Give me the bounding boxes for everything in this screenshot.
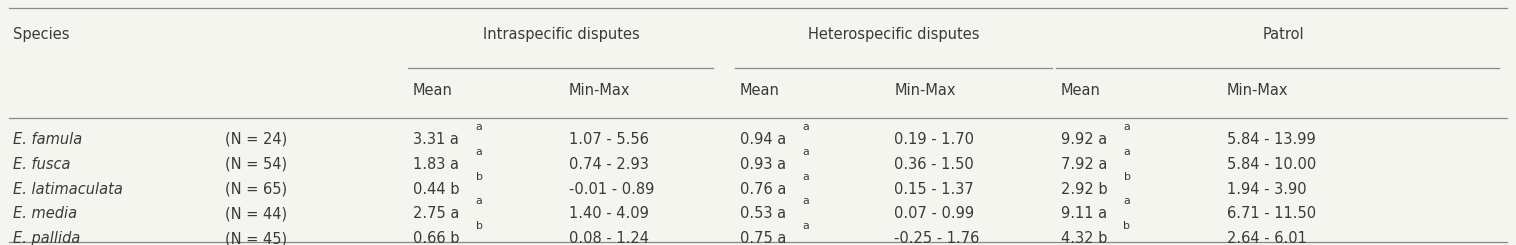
Text: Mean: Mean xyxy=(1061,83,1101,98)
Text: Mean: Mean xyxy=(740,83,779,98)
Text: Min-Max: Min-Max xyxy=(894,83,955,98)
Text: a: a xyxy=(1123,122,1129,132)
Text: 0.74 - 2.93: 0.74 - 2.93 xyxy=(568,157,649,172)
Text: 2.64 - 6.01: 2.64 - 6.01 xyxy=(1226,231,1307,245)
Text: 1.07 - 5.56: 1.07 - 5.56 xyxy=(568,132,649,147)
Text: 5.84 - 13.99: 5.84 - 13.99 xyxy=(1226,132,1316,147)
Text: a: a xyxy=(802,221,810,231)
Text: 0.36 - 1.50: 0.36 - 1.50 xyxy=(894,157,973,172)
Text: 0.44 b: 0.44 b xyxy=(412,182,459,196)
Text: -0.01 - 0.89: -0.01 - 0.89 xyxy=(568,182,655,196)
Text: 9.92 a: 9.92 a xyxy=(1061,132,1107,147)
Text: E. famula: E. famula xyxy=(14,132,83,147)
Text: 0.07 - 0.99: 0.07 - 0.99 xyxy=(894,207,975,221)
Text: 1.40 - 4.09: 1.40 - 4.09 xyxy=(568,207,649,221)
Text: b: b xyxy=(476,221,484,231)
Text: Intraspecific disputes: Intraspecific disputes xyxy=(484,27,640,42)
Text: 0.15 - 1.37: 0.15 - 1.37 xyxy=(894,182,973,196)
Text: (N = 54): (N = 54) xyxy=(226,157,288,172)
Text: 0.53 a: 0.53 a xyxy=(740,207,785,221)
Text: E. fusca: E. fusca xyxy=(14,157,71,172)
Text: 9.11 a: 9.11 a xyxy=(1061,207,1107,221)
Text: a: a xyxy=(802,147,810,157)
Text: Heterospecific disputes: Heterospecific disputes xyxy=(808,27,979,42)
Text: 0.66 b: 0.66 b xyxy=(412,231,459,245)
Text: Patrol: Patrol xyxy=(1263,27,1305,42)
Text: 3.31 a: 3.31 a xyxy=(412,132,459,147)
Text: a: a xyxy=(802,196,810,207)
Text: 0.76 a: 0.76 a xyxy=(740,182,787,196)
Text: a: a xyxy=(802,122,810,132)
Text: a: a xyxy=(1123,196,1129,207)
Text: 1.94 - 3.90: 1.94 - 3.90 xyxy=(1226,182,1307,196)
Text: a: a xyxy=(475,147,482,157)
Text: b: b xyxy=(476,172,484,182)
Text: 2.75 a: 2.75 a xyxy=(412,207,459,221)
Text: Min-Max: Min-Max xyxy=(1226,83,1289,98)
Text: E. pallida: E. pallida xyxy=(14,231,80,245)
Text: 7.92 a: 7.92 a xyxy=(1061,157,1107,172)
Text: b: b xyxy=(1123,221,1131,231)
Text: b: b xyxy=(1123,172,1131,182)
Text: 0.75 a: 0.75 a xyxy=(740,231,787,245)
Text: a: a xyxy=(1123,147,1129,157)
Text: 4.32 b: 4.32 b xyxy=(1061,231,1107,245)
Text: (N = 65): (N = 65) xyxy=(226,182,288,196)
Text: -0.25 - 1.76: -0.25 - 1.76 xyxy=(894,231,979,245)
Text: a: a xyxy=(802,172,810,182)
Text: Species: Species xyxy=(14,27,70,42)
Text: E. media: E. media xyxy=(14,207,77,221)
Text: 0.08 - 1.24: 0.08 - 1.24 xyxy=(568,231,649,245)
Text: 0.94 a: 0.94 a xyxy=(740,132,787,147)
Text: E. latimaculata: E. latimaculata xyxy=(14,182,123,196)
Text: 1.83 a: 1.83 a xyxy=(412,157,459,172)
Text: (N = 44): (N = 44) xyxy=(226,207,288,221)
Text: 0.93 a: 0.93 a xyxy=(740,157,785,172)
Text: a: a xyxy=(476,196,482,207)
Text: (N = 45): (N = 45) xyxy=(226,231,288,245)
Text: 0.19 - 1.70: 0.19 - 1.70 xyxy=(894,132,975,147)
Text: 5.84 - 10.00: 5.84 - 10.00 xyxy=(1226,157,1316,172)
Text: a: a xyxy=(475,122,482,132)
Text: (N = 24): (N = 24) xyxy=(226,132,288,147)
Text: Mean: Mean xyxy=(412,83,453,98)
Text: 2.92 b: 2.92 b xyxy=(1061,182,1107,196)
Text: Min-Max: Min-Max xyxy=(568,83,631,98)
Text: 6.71 - 11.50: 6.71 - 11.50 xyxy=(1226,207,1316,221)
